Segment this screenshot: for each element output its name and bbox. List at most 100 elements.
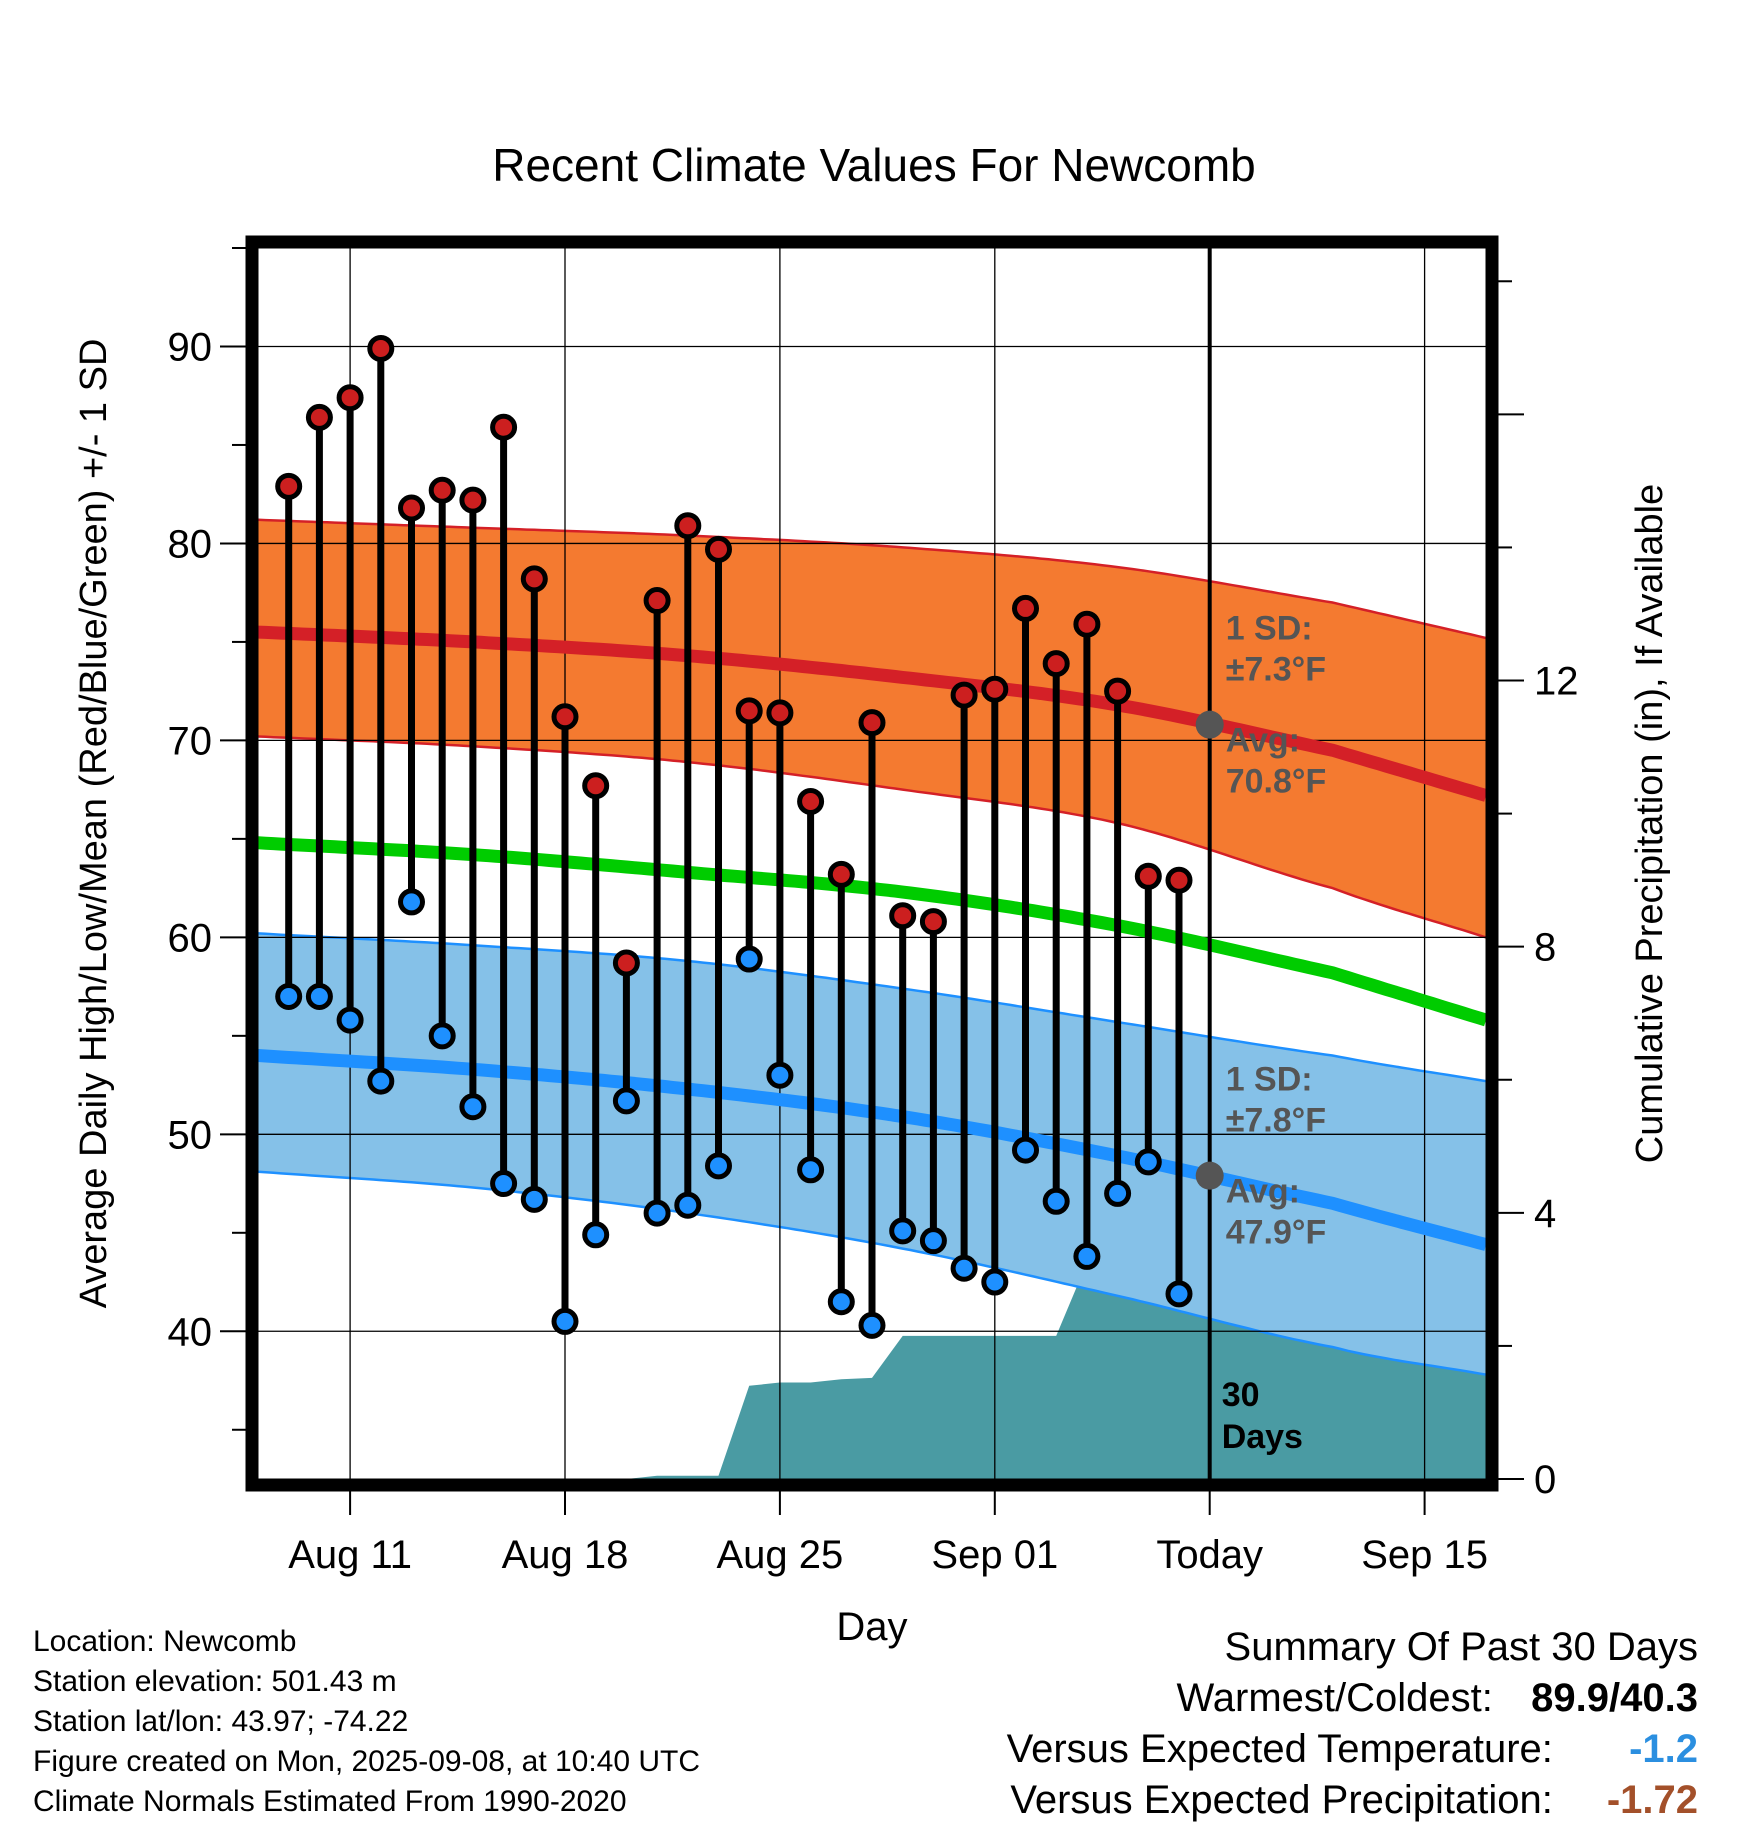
high-sd-upper-line [258, 518, 1486, 640]
observed-high-point [336, 384, 364, 412]
observed-high-point [674, 512, 702, 540]
observed-high-point [1165, 866, 1193, 894]
observed-low-point [1165, 1280, 1193, 1308]
observed-high-point [398, 494, 425, 522]
observed-low-point [1073, 1242, 1101, 1270]
low-avg-annotation-1: Avg: [1226, 1173, 1300, 1211]
observed-low-point [551, 1307, 579, 1335]
observed-low-point [889, 1217, 917, 1245]
observed-low-point [643, 1199, 671, 1227]
observed-high-point [919, 908, 947, 936]
observed-low-point [1042, 1187, 1070, 1215]
y2-axis-title: Cumulative Precipitation (in), If Availa… [1629, 484, 1671, 1163]
observed-low-point [459, 1093, 487, 1121]
observed-high-point [1104, 677, 1132, 705]
x-tick-label: Aug 18 [502, 1533, 629, 1577]
observed-high-point [950, 681, 978, 709]
high-avg-annotation-1: Avg: [1226, 722, 1300, 760]
summary-heading: Summary Of Past 30 Days [1224, 1625, 1698, 1669]
high-sd-annotation-1: 1 SD: [1226, 610, 1313, 648]
observed-low-point [582, 1221, 610, 1249]
y2-tick-label: 0 [1534, 1458, 1556, 1502]
chart-title: Recent Climate Values For Newcomb [492, 139, 1256, 191]
y-tick-label: 40 [168, 1310, 213, 1354]
y-tick-label: 50 [168, 1113, 213, 1157]
observed-low-point [612, 1087, 640, 1115]
observed-high-point [797, 787, 825, 815]
temp-label: Versus Expected Temperature: [1006, 1727, 1553, 1771]
summary-precip: Versus Expected Precipitation: -1.72 [1007, 1775, 1698, 1826]
observed-low-point [674, 1191, 702, 1219]
elevation-text: Station elevation: 501.43 m [33, 1665, 397, 1698]
high-avg-annotation-2: 70.8°F [1226, 763, 1327, 801]
observed-low-point [766, 1061, 794, 1089]
observed-low-point [520, 1185, 548, 1213]
observed-low-point [1134, 1148, 1162, 1176]
x-tick-label: Sep 01 [931, 1533, 1058, 1577]
today-avg-high-marker [1195, 710, 1224, 739]
y-tick-label: 80 [168, 522, 213, 566]
observed-high-point [1134, 862, 1162, 890]
y2-tick-label: 8 [1534, 926, 1556, 970]
today-avg-low-marker [1195, 1161, 1224, 1190]
observed-high-point [735, 697, 763, 725]
observed-low-point [1012, 1136, 1039, 1164]
location-text: Location: Newcomb [33, 1625, 297, 1658]
low-sd-annotation-2: ±7.8°F [1226, 1102, 1326, 1140]
x-tick-label: Today [1156, 1533, 1263, 1577]
y-tick-label: 60 [168, 916, 213, 960]
station-info: Location: Newcomb Station elevation: 501… [33, 1622, 700, 1822]
observed-high-point [520, 565, 548, 593]
observed-high-point [612, 949, 640, 977]
x-axis-title: Day [836, 1605, 907, 1649]
summary-panel: Summary Of Past 30 Days Warmest/Coldest:… [1007, 1622, 1698, 1826]
low-sd-annotation-1: 1 SD: [1226, 1061, 1313, 1099]
y-tick-label: 70 [168, 719, 213, 763]
observed-high-point [705, 535, 732, 563]
observed-high-point [428, 476, 456, 504]
observed-low-point [858, 1311, 886, 1339]
warm-cold-value: 89.9/40.3 [1531, 1676, 1698, 1720]
y2-tick-label: 4 [1534, 1192, 1556, 1236]
x-tick-label: Sep 15 [1361, 1533, 1488, 1577]
observed-high-point [459, 486, 487, 514]
summary-warm-cold: Warmest/Coldest: 89.9/40.3 [1007, 1673, 1699, 1724]
observed-high-point [889, 902, 917, 930]
observed-high-point [551, 703, 579, 731]
observed-low-point [950, 1254, 978, 1282]
normals-text: Climate Normals Estimated From 1990-2020 [33, 1785, 627, 1818]
x-tick-label: Aug 25 [717, 1533, 844, 1577]
observed-high-point [1073, 610, 1101, 638]
y2-tick-label: 12 [1534, 660, 1579, 704]
observed-low-point [705, 1152, 732, 1180]
high-sd-annotation-2: ±7.3°F [1226, 651, 1326, 689]
observed-high-point [643, 587, 671, 615]
latlon-text: Station lat/lon: 43.97; -74.22 [33, 1705, 409, 1738]
observed-low-point [367, 1067, 395, 1095]
temp-value: -1.2 [1629, 1727, 1698, 1771]
observed-high-point [305, 403, 333, 431]
plot-frame [245, 235, 1499, 1492]
observed-low-point [827, 1288, 855, 1316]
precip-value: -1.72 [1606, 1778, 1698, 1822]
observed-high-point [766, 699, 794, 727]
x-tick-label: Aug 11 [288, 1533, 412, 1577]
observed-high-point [1012, 594, 1039, 622]
observed-high-point [858, 709, 886, 737]
low-avg-annotation-2: 47.9°F [1226, 1214, 1327, 1252]
y-tick-label: 90 [168, 325, 213, 369]
observed-low-point [336, 1006, 364, 1034]
observed-low-point [1104, 1179, 1132, 1207]
observed-low-point [735, 945, 763, 973]
observed-high-point [582, 772, 610, 800]
observed-high-point [275, 472, 303, 500]
observed-low-point [275, 982, 303, 1010]
observed-low-point [490, 1170, 518, 1198]
summary-temp: Versus Expected Temperature: -1.2 [1007, 1724, 1698, 1775]
observed-low-point [398, 888, 425, 916]
observed-high-point [367, 334, 395, 362]
observed-low-point [305, 982, 333, 1010]
observed-high-point [490, 413, 518, 441]
observed-low-point [797, 1156, 825, 1184]
